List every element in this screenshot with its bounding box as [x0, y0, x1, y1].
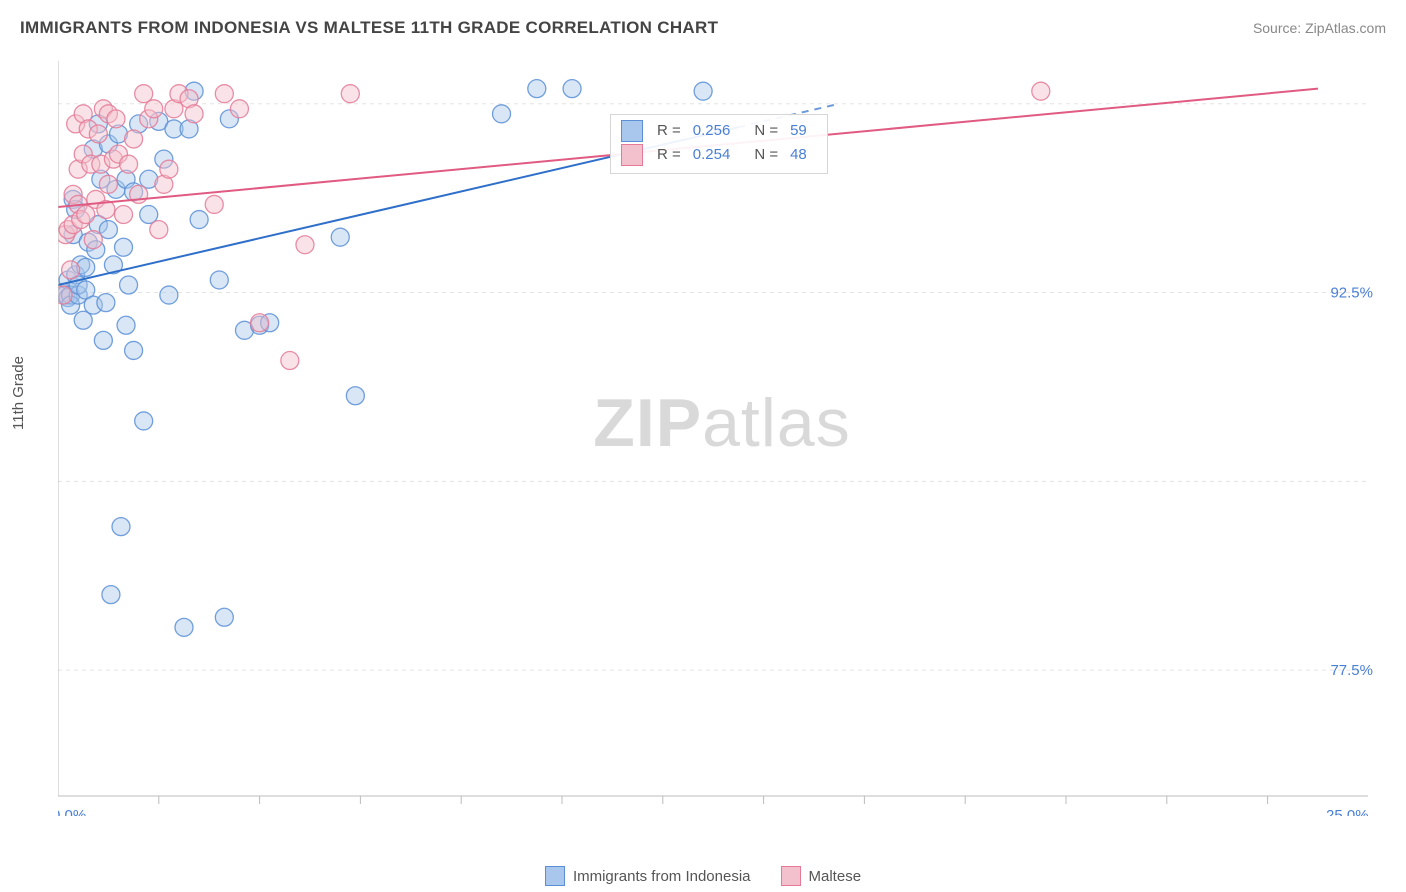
legend-item: Immigrants from Indonesia [545, 866, 751, 886]
stat-value: 48 [790, 143, 807, 167]
legend-swatch [545, 866, 565, 886]
legend-label: Maltese [809, 868, 862, 885]
svg-text:92.5%: 92.5% [1330, 285, 1373, 302]
stats-legend-row: R = 0.254 N = 48 [621, 143, 817, 167]
stat-label: R = [657, 143, 681, 167]
source-label: Source: ZipAtlas.com [1253, 20, 1386, 36]
chart-area: 77.5%92.5%0.0%25.0% ZIPatlas R =0.256N =… [58, 56, 1386, 836]
legend-swatch [621, 120, 643, 142]
stat-label: N = [754, 119, 778, 143]
chart-title: IMMIGRANTS FROM INDONESIA VS MALTESE 11T… [20, 18, 718, 38]
stats-legend: R = 0.256 N = 59 R = 0.254 N = 48 [610, 114, 828, 174]
y-axis-label: 11th Grade [10, 356, 27, 430]
stat-value: 59 [790, 119, 807, 143]
stat-value: 0.254 [693, 143, 731, 167]
stats-legend-row: R = 0.256 N = 59 [621, 119, 817, 143]
stat-label: R = [657, 119, 681, 143]
svg-text:77.5%: 77.5% [1330, 662, 1373, 679]
legend-label: Immigrants from Indonesia [573, 868, 751, 885]
svg-text:0.0%: 0.0% [58, 807, 86, 816]
stat-value: 0.256 [693, 119, 731, 143]
legend-swatch [781, 866, 801, 886]
legend-swatch [621, 144, 643, 166]
stat-label: N = [754, 143, 778, 167]
legend-item: Maltese [781, 866, 862, 886]
bottom-legend: Immigrants from Indonesia Maltese [0, 866, 1406, 886]
svg-text:25.0%: 25.0% [1326, 807, 1369, 816]
header: IMMIGRANTS FROM INDONESIA VS MALTESE 11T… [20, 18, 1386, 38]
